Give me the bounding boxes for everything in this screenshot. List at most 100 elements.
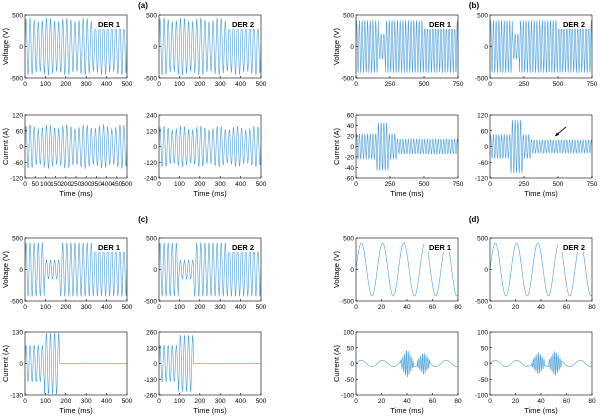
x-tick-label: 0	[157, 304, 161, 311]
y-tick-label: 60	[16, 128, 24, 135]
y-tick-label: 0	[19, 361, 23, 368]
y-tick-label: 500	[146, 13, 157, 20]
x-tick-label: 200	[194, 398, 205, 405]
y-tick-label: 0	[484, 144, 488, 151]
y-tick-label: 500	[12, 13, 23, 20]
series-line	[25, 332, 127, 395]
x-tick-label: 20	[512, 304, 520, 311]
x-tick-label: 200	[60, 304, 71, 311]
x-tick-label: 40	[403, 398, 411, 405]
y-tick-label: -500	[144, 76, 157, 83]
series-line	[356, 350, 458, 378]
y-tick-label: 0	[153, 361, 157, 368]
x-tick-label: 100	[40, 398, 51, 405]
x-tick-label: 80	[454, 304, 462, 311]
x-tick-label: 300	[81, 304, 92, 311]
x-tick-label: 200	[60, 181, 71, 188]
x-tick-label: 500	[122, 304, 133, 311]
x-tick-label: 20	[512, 398, 520, 405]
y-tick-label: 500	[477, 236, 488, 243]
annotation-arrow-head	[555, 132, 560, 136]
y-tick-label: 500	[146, 236, 157, 243]
x-tick-label: 0	[488, 304, 492, 311]
y-tick-label: 0	[484, 361, 488, 368]
subplot-title: DER 2	[563, 20, 585, 29]
x-tick-label: 80	[588, 398, 596, 405]
title-box	[227, 241, 259, 252]
y-tick-label: -500	[475, 299, 488, 306]
x-tick-label: 450	[111, 181, 122, 188]
x-tick-label: 300	[81, 81, 92, 88]
y-tick-label: 0	[19, 44, 23, 51]
y-tick-label: 0	[19, 267, 23, 274]
series-line	[159, 17, 261, 76]
y-tick-label: -500	[10, 76, 23, 83]
x-tick-label: 250	[519, 81, 530, 88]
x-tick-label: 0	[23, 304, 27, 311]
y-tick-label: -40	[345, 165, 355, 172]
y-tick-label: -20	[345, 155, 355, 162]
y-tick-label: 130	[146, 345, 157, 352]
x-axis-label: Time (ms)	[59, 406, 93, 415]
x-tick-label: 250	[519, 181, 530, 188]
x-tick-label: 500	[122, 81, 133, 88]
x-tick-label: 100	[174, 81, 185, 88]
series-line	[25, 242, 127, 297]
x-tick-label: 200	[60, 81, 71, 88]
title-box	[558, 241, 590, 252]
x-tick-label: 0	[354, 304, 358, 311]
x-tick-label: 400	[235, 398, 246, 405]
x-tick-label: 40	[537, 398, 545, 405]
y-axis-label: Current (A)	[332, 344, 341, 382]
x-tick-label: 60	[429, 304, 437, 311]
y-tick-label: 130	[12, 330, 23, 337]
x-tick-label: 0	[354, 181, 358, 188]
x-tick-label: 0	[354, 81, 358, 88]
x-tick-label: 400	[101, 181, 112, 188]
x-tick-label: 20	[378, 304, 386, 311]
x-tick-label: 250	[385, 81, 396, 88]
x-tick-label: 40	[537, 304, 545, 311]
y-tick-label: 0	[350, 267, 354, 274]
y-axis-label: Current (A)	[1, 127, 10, 165]
x-tick-label: 100	[174, 398, 185, 405]
x-tick-label: 500	[256, 181, 267, 188]
y-tick-label: 120	[146, 128, 157, 135]
y-tick-label: 0	[153, 144, 157, 151]
title-box	[558, 18, 590, 29]
y-tick-label: 50	[347, 345, 355, 352]
y-tick-label: 120	[12, 113, 23, 120]
series-line	[490, 351, 592, 376]
panel-label-c: (c)	[138, 215, 148, 224]
x-tick-label: 300	[81, 181, 92, 188]
x-tick-label: 80	[588, 304, 596, 311]
y-tick-label: -240	[144, 176, 157, 183]
x-tick-label: 200	[194, 181, 205, 188]
y-tick-label: -500	[341, 76, 354, 83]
y-tick-label: -120	[475, 176, 488, 183]
x-tick-label: 200	[60, 398, 71, 405]
y-tick-label: -500	[475, 76, 488, 83]
x-tick-label: 0	[157, 81, 161, 88]
subplot-title: DER 1	[98, 243, 120, 252]
series-line	[159, 242, 261, 297]
series-line	[356, 242, 458, 297]
y-tick-label: -500	[144, 299, 157, 306]
x-tick-label: 300	[215, 398, 226, 405]
x-tick-label: 60	[429, 398, 437, 405]
x-tick-label: 500	[553, 81, 564, 88]
x-tick-label: 750	[453, 81, 464, 88]
x-tick-label: 250	[385, 181, 396, 188]
y-tick-label: -60	[479, 160, 489, 167]
y-tick-label: 0	[484, 44, 488, 51]
x-tick-label: 500	[553, 181, 564, 188]
y-tick-label: 500	[343, 13, 354, 20]
x-tick-label: 50	[32, 181, 40, 188]
y-tick-label: 500	[477, 13, 488, 20]
